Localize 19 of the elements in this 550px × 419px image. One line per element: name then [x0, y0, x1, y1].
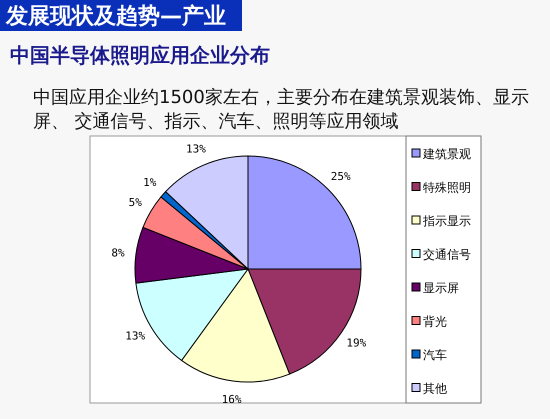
chart-title: 发展现状及趋势—产业 — [5, 3, 226, 29]
legend-label: 建筑景观 — [422, 147, 471, 161]
chart-subtitle: 中国半导体照明应用企业分布 — [10, 43, 270, 67]
text: 中国应用企业约1500家左右，主要分布在建筑景观装饰、显示屏、 交通信号、指示、汽车、照明等应用领域 — [33, 87, 529, 132]
data-label: 16% — [222, 392, 242, 406]
legend-label: 背光 — [423, 314, 447, 328]
data-label: 19% — [346, 336, 367, 350]
data-label: 13% — [186, 142, 206, 156]
legend-label: 其他 — [423, 382, 447, 396]
data-label: 25% — [330, 170, 351, 184]
legend-label: 特殊照明 — [423, 180, 471, 194]
legend-label: 交通信号 — [423, 248, 471, 262]
legend-label: 汽车 — [423, 348, 447, 362]
data-label: 5% — [128, 196, 142, 210]
legend-label: 显示屏 — [423, 281, 459, 295]
data-label: 13% — [125, 330, 146, 343]
data-label: 8% — [111, 246, 126, 260]
legend-label: 指示显示 — [422, 214, 471, 228]
data-label: 1% — [143, 176, 157, 190]
